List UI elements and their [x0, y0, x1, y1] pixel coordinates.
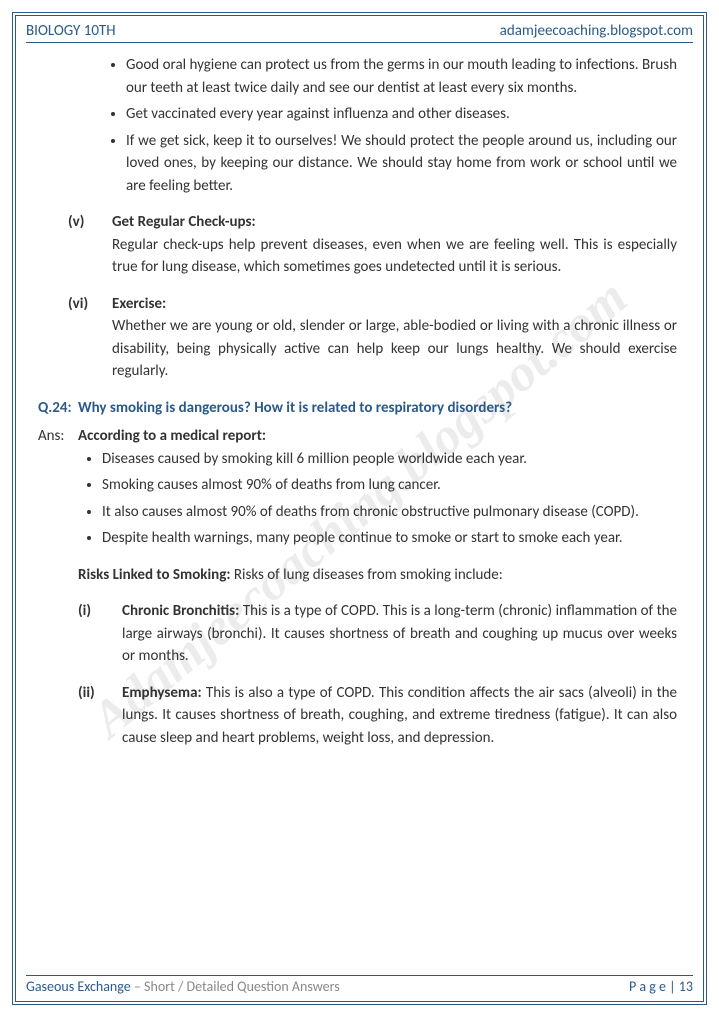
section-title: Exercise: — [112, 293, 677, 316]
answer-intro: According to a medical report: — [78, 425, 681, 448]
list-item: If we get sick, keep it to ourselves! We… — [126, 130, 681, 198]
list-item: Diseases caused by smoking kill 6 millio… — [102, 448, 681, 471]
risks-label: Risks Linked to Smoking: — [78, 566, 230, 584]
answer-row: Ans: According to a medical report: Dise… — [38, 425, 681, 564]
list-item: It also causes almost 90% of deaths from… — [102, 501, 681, 524]
risk-item-ii: (ii) Emphysema: This is also a type of C… — [78, 682, 681, 750]
page-header: BIOLOGY 10TH adamjeecoaching.blogspot.co… — [26, 22, 693, 43]
page-content: Adamjeecoaching.blogspot.com Good oral h… — [38, 54, 681, 963]
section-title: Get Regular Check-ups: — [112, 211, 677, 234]
question-label: Q.24: — [38, 397, 78, 420]
list-item: Smoking causes almost 90% of deaths from… — [102, 474, 681, 497]
risks-text: Risks of lung diseases from smoking incl… — [230, 566, 502, 584]
risk-title: Emphysema: — [122, 684, 202, 702]
answer-label: Ans: — [38, 425, 78, 564]
answer-bullet-list: Diseases caused by smoking kill 6 millio… — [102, 448, 681, 550]
section-text: Whether we are young or old, slender or … — [112, 315, 677, 383]
list-item: Get vaccinated every year against influe… — [126, 103, 681, 126]
header-right: adamjeecoaching.blogspot.com — [500, 22, 693, 40]
risk-text: This is also a type of COPD. This condit… — [122, 684, 677, 747]
section-text: Regular check-ups help prevent diseases,… — [112, 234, 677, 279]
section-number: (v) — [68, 211, 112, 279]
footer-chapter: Gaseous Exchange — [26, 978, 131, 995]
section-vi: (vi) Exercise: Whether we are young or o… — [68, 293, 681, 383]
top-bullet-list: Good oral hygiene can protect us from th… — [126, 54, 681, 197]
risk-number: (i) — [78, 600, 122, 668]
risk-title: Chronic Bronchitis: — [122, 602, 239, 620]
footer-left: Gaseous Exchange – Short / Detailed Ques… — [26, 978, 340, 995]
footer-page-label: P a g e | — [629, 978, 679, 995]
risk-item-i: (i) Chronic Bronchitis: This is a type o… — [78, 600, 681, 668]
question-text: Why smoking is dangerous? How it is rela… — [78, 397, 681, 420]
list-item: Good oral hygiene can protect us from th… — [126, 54, 681, 99]
risk-number: (ii) — [78, 682, 122, 750]
section-v: (v) Get Regular Check-ups: Regular check… — [68, 211, 681, 279]
question-row: Q.24: Why smoking is dangerous? How it i… — [38, 397, 681, 420]
page-footer: Gaseous Exchange – Short / Detailed Ques… — [26, 975, 693, 995]
header-left: BIOLOGY 10TH — [26, 22, 116, 40]
list-item: Despite health warnings, many people con… — [102, 527, 681, 550]
footer-page-number: 13 — [679, 978, 693, 995]
section-number: (vi) — [68, 293, 112, 383]
footer-right: P a g e | 13 — [629, 978, 693, 995]
footer-subtitle: – Short / Detailed Question Answers — [131, 978, 340, 995]
risks-paragraph: Risks Linked to Smoking: Risks of lung d… — [78, 564, 681, 587]
